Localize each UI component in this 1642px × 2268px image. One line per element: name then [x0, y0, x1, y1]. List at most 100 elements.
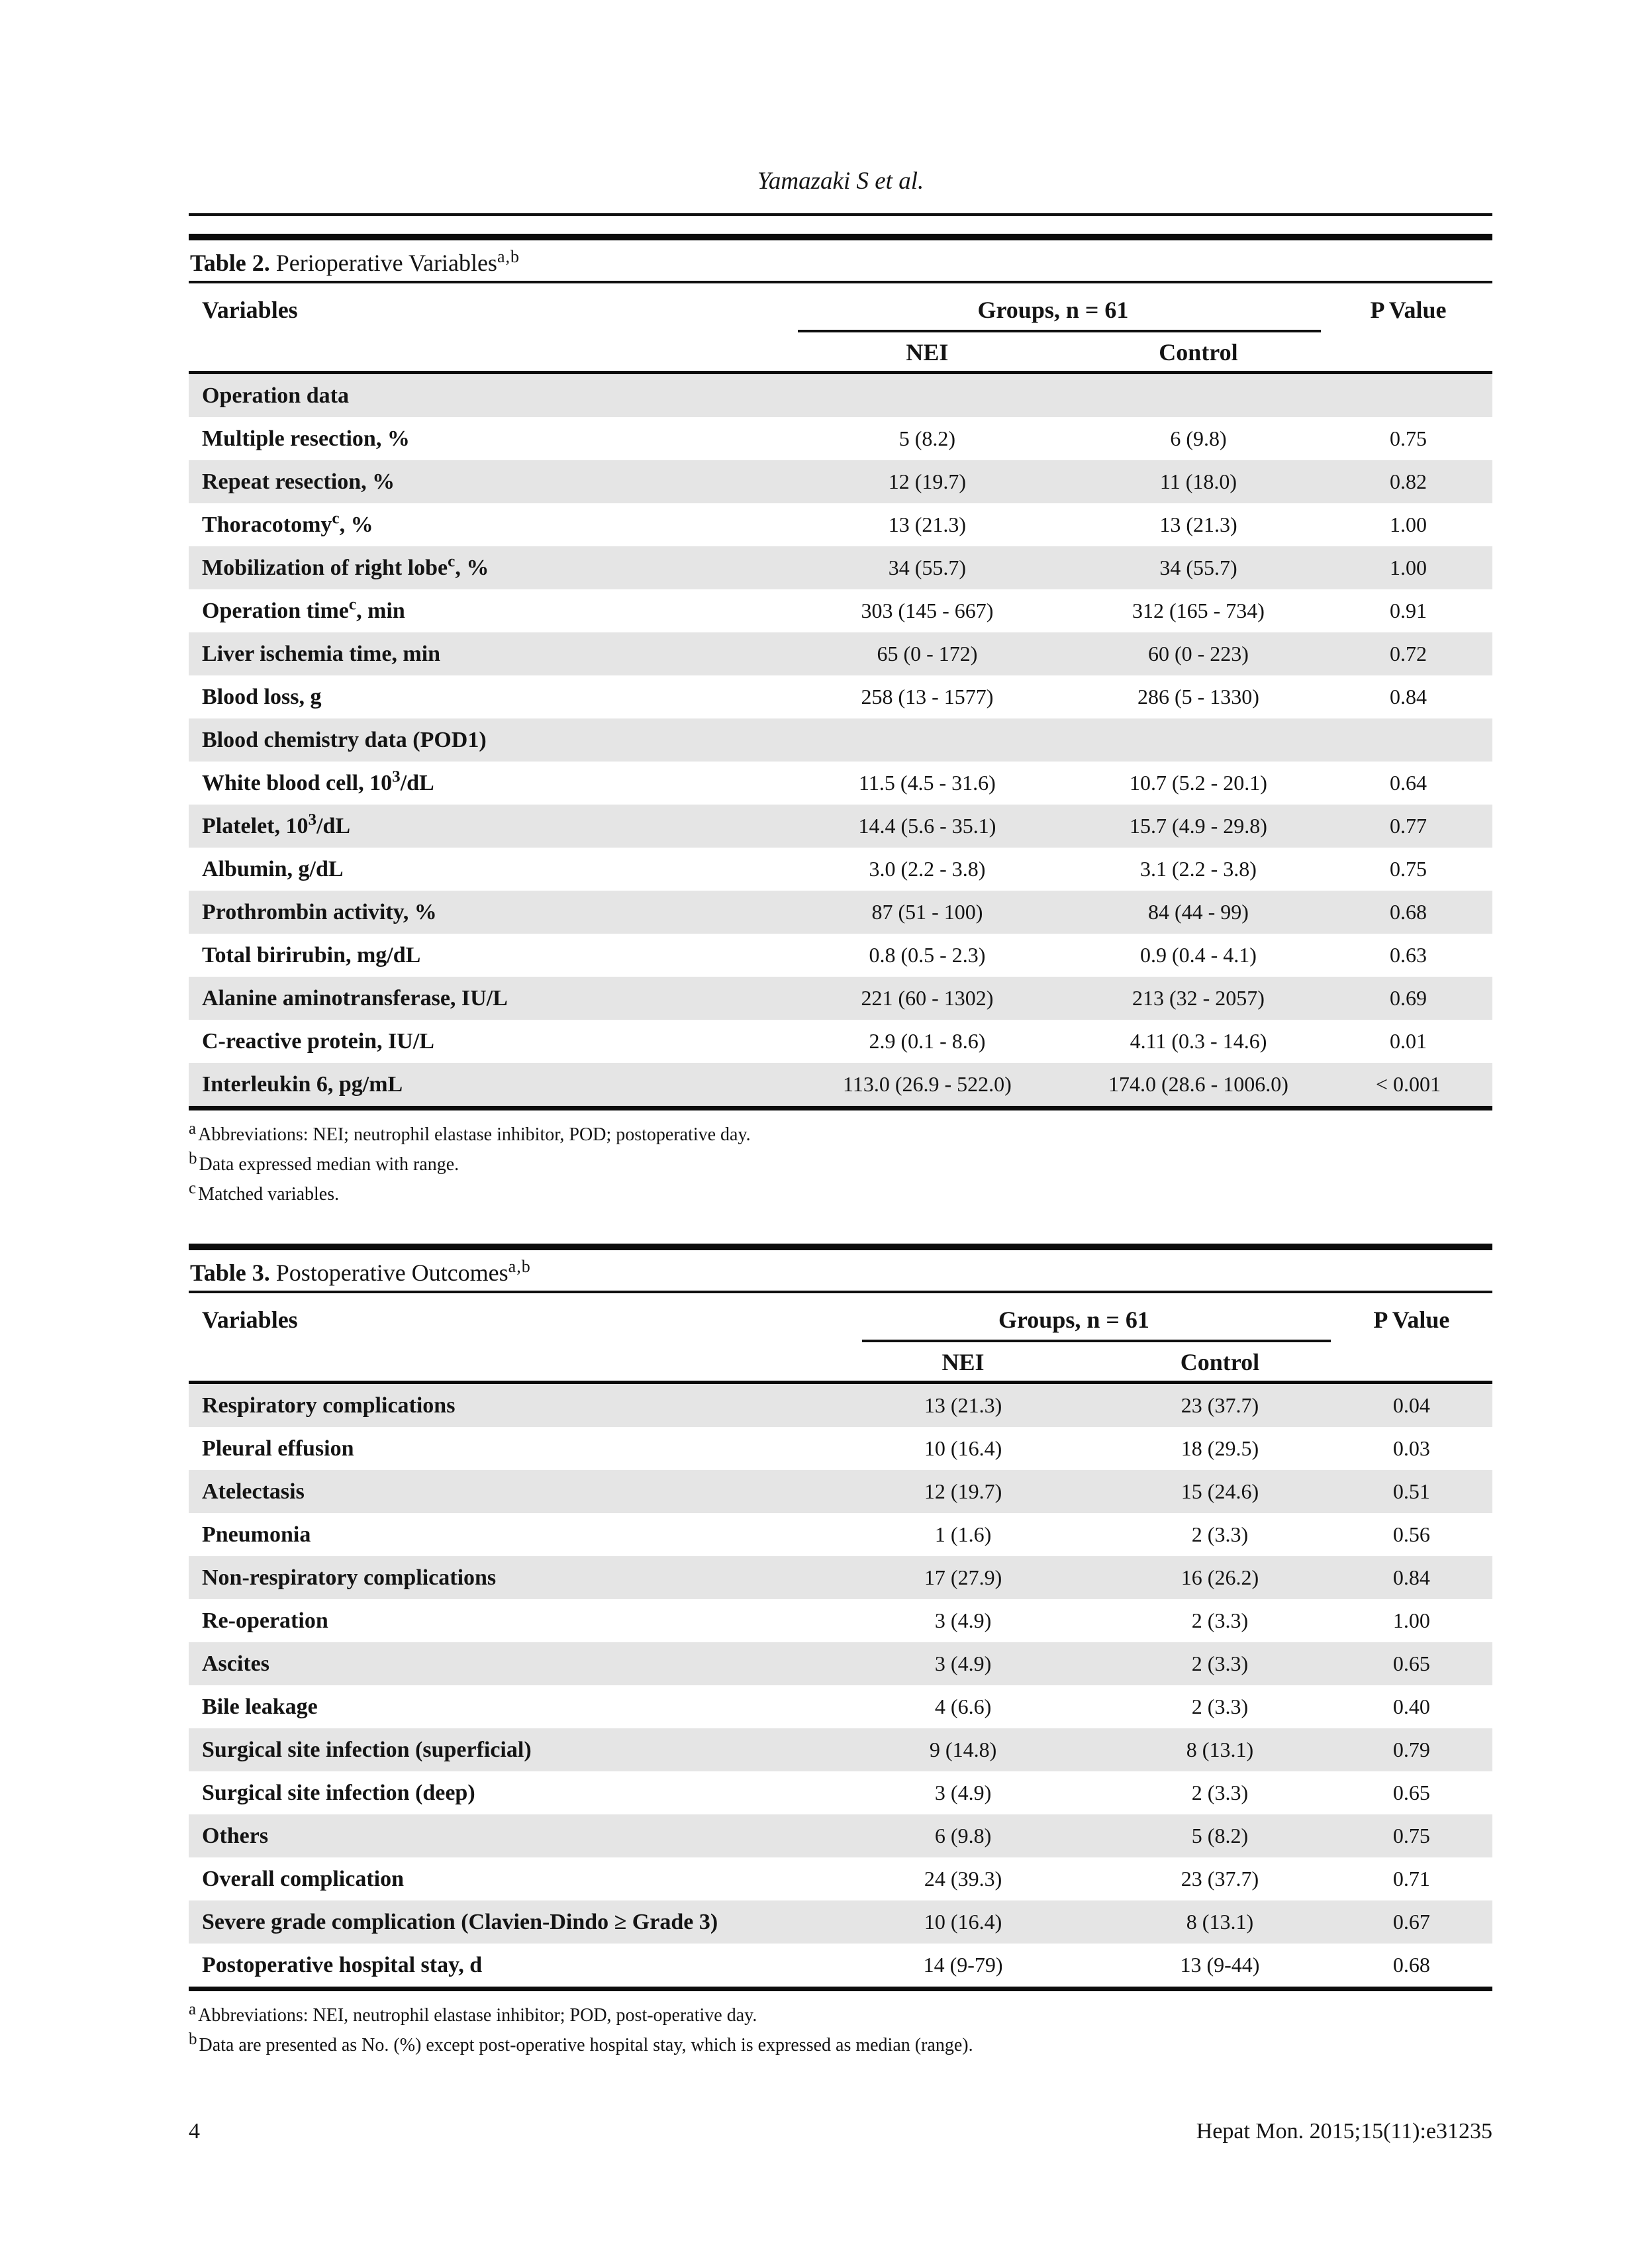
groups-underline	[862, 1340, 1331, 1342]
control-value: 23 (37.7)	[1181, 1867, 1259, 1891]
table-2-caption: Table 2. Perioperative Variablesa,b	[189, 240, 1492, 281]
nei-value: 34 (55.7)	[888, 556, 967, 579]
p-value: 1.00	[1389, 513, 1427, 536]
nei-value: 12 (19.7)	[924, 1479, 1002, 1503]
nei-value: 3 (4.9)	[934, 1608, 992, 1632]
nei-value: 0.8 (0.5 - 2.3)	[869, 943, 986, 967]
section-row: Blood chemistry data (POD1)	[189, 718, 1492, 762]
page-content: Yamazaki S et al. Table 2. Perioperative …	[189, 0, 1492, 2060]
caption-label: Table 3.	[190, 1259, 270, 1286]
control-value: 18 (29.5)	[1181, 1436, 1259, 1460]
variable-label: Bile leakage	[202, 1694, 318, 1719]
table-row: C-reactive protein, IU/L 2.9 (0.1 - 8.6) 4…	[189, 1020, 1492, 1063]
p-value: 0.01	[1389, 1029, 1427, 1053]
variable-label: White blood cell, 103/dL	[202, 767, 434, 795]
table-row: Mobilization of right lobec, % 34 (55.7) 3…	[189, 546, 1492, 589]
table-top-rule	[189, 234, 1492, 240]
variable-label: Blood chemistry data (POD1)	[202, 727, 487, 752]
p-value: 0.67	[1392, 1910, 1430, 1934]
table-row: Re-operation 3 (4.9) 2 (3.3) 1.00	[189, 1599, 1492, 1642]
control-value: 84 (44 - 99)	[1147, 900, 1249, 924]
table-row: Liver ischemia time, min 65 (0 - 172) 60 (…	[189, 632, 1492, 675]
table-row: Alanine aminotransferase, IU/L 221 (60 - …	[189, 977, 1492, 1020]
control-value: 2 (3.3)	[1191, 1652, 1249, 1675]
nei-value: 12 (19.7)	[888, 469, 967, 493]
variable-label: Platelet, 103/dL	[202, 811, 351, 838]
nei-value: 13 (21.3)	[924, 1393, 1002, 1417]
nei-value: 1 (1.6)	[934, 1522, 992, 1546]
table-row: Severe grade complication (Clavien-Dindo…	[189, 1900, 1492, 1944]
p-value: 0.03	[1392, 1436, 1430, 1460]
control-value: 8 (13.1)	[1186, 1910, 1254, 1934]
column-header-nei: NEI	[906, 339, 949, 366]
variable-label: Blood loss, g	[202, 684, 322, 709]
variable-label: Surgical site infection (superficial)	[202, 1737, 532, 1762]
table-row: Repeat resection, % 12 (19.7) 11 (18.0) 0.8…	[189, 460, 1492, 503]
table-row: Total birirubin, mg/dL 0.8 (0.5 - 2.3) 0.9…	[189, 934, 1492, 977]
table-row: Ascites 3 (4.9) 2 (3.3) 0.65	[189, 1642, 1492, 1685]
control-value: 3.1 (2.2 - 3.8)	[1139, 857, 1257, 881]
table-row: Overall complication 24 (39.3) 23 (37.7) 0.…	[189, 1857, 1492, 1900]
table-row: Bile leakage 4 (6.6) 2 (3.3) 0.40	[189, 1685, 1492, 1728]
column-header-groups: Groups, n = 61	[998, 1307, 1149, 1333]
footnote: b Data expressed median with range.	[189, 1149, 459, 1175]
caption-footnote-marks: a,b	[508, 1257, 531, 1276]
p-value: 0.71	[1392, 1867, 1430, 1891]
control-value: 312 (165 - 734)	[1132, 599, 1265, 622]
nei-value: 10 (16.4)	[924, 1436, 1002, 1460]
variable-label: Non-respiratory complications	[202, 1565, 497, 1590]
p-value: 0.64	[1389, 771, 1427, 795]
footnote: c Matched variables.	[189, 1179, 340, 1205]
nei-value: 65 (0 - 172)	[877, 642, 978, 666]
control-value: 8 (13.1)	[1186, 1738, 1254, 1761]
variable-label: Prothrombin activity, %	[202, 899, 437, 924]
control-value: 0.9 (0.4 - 4.1)	[1139, 943, 1257, 967]
table-3-body: Respiratory complications 13 (21.3) 23 (37…	[189, 1384, 1492, 1987]
caption-footnote-marks: a,b	[497, 247, 520, 266]
table-bottom-rule	[189, 1106, 1492, 1110]
variable-label: Overall complication	[202, 1866, 405, 1891]
table-2-header: Variables Groups, n = 61 P Value NEI Con…	[189, 283, 1492, 371]
variable-label: Thoracotomyc, %	[202, 509, 373, 537]
p-value: 0.69	[1389, 986, 1427, 1010]
table-row: Thoracotomyc, % 13 (21.3) 13 (21.3) 1.00	[189, 503, 1492, 546]
control-value: 10.7 (5.2 - 20.1)	[1129, 771, 1267, 795]
control-value: 6 (9.8)	[1170, 426, 1227, 450]
header-body-rule	[189, 371, 1492, 374]
column-header-control: Control	[1180, 1349, 1260, 1375]
control-value: 5 (8.2)	[1191, 1824, 1249, 1848]
p-value: 0.68	[1392, 1953, 1430, 1977]
variable-label: Operation timec, min	[202, 595, 405, 623]
caption-divider	[189, 281, 1492, 283]
variable-label: Multiple resection, %	[202, 426, 410, 451]
nei-value: 221 (60 - 1302)	[861, 986, 994, 1010]
nei-value: 5 (8.2)	[898, 426, 956, 450]
caption-label: Table 2.	[190, 250, 270, 276]
p-value: 0.82	[1389, 469, 1427, 493]
p-value: 0.40	[1392, 1695, 1430, 1718]
caption-divider	[189, 1291, 1492, 1293]
control-value: 11 (18.0)	[1159, 469, 1237, 493]
column-header-pvalue: P Value	[1370, 297, 1447, 323]
groups-underline	[797, 330, 1321, 332]
control-value: 213 (32 - 2057)	[1132, 986, 1265, 1010]
table-row: Albumin, g/dL 3.0 (2.2 - 3.8) 3.1 (2.2 - 3…	[189, 848, 1492, 891]
nei-value: 9 (14.8)	[929, 1738, 997, 1761]
control-value: 2 (3.3)	[1191, 1695, 1249, 1718]
variable-label: Operation data	[202, 383, 349, 408]
caption-title: Postoperative Outcomes	[275, 1259, 508, 1286]
running-head: Yamazaki S et al.	[757, 168, 924, 195]
table-bottom-rule	[189, 1987, 1492, 1991]
control-value: 2 (3.3)	[1191, 1608, 1249, 1632]
variable-label: Mobilization of right lobec, %	[202, 552, 489, 580]
variable-label: Liver ischemia time, min	[202, 641, 441, 666]
table-2-footnotes: a Abbreviations: NEI; neutrophil elastase…	[189, 1110, 1492, 1209]
table-row: Others 6 (9.8) 5 (8.2) 0.75	[189, 1814, 1492, 1857]
control-value: 15 (24.6)	[1181, 1479, 1259, 1503]
column-header-variables: Variables	[202, 297, 298, 323]
variable-label: Respiratory complications	[202, 1393, 456, 1418]
p-value: 0.04	[1392, 1393, 1430, 1417]
p-value: 0.65	[1392, 1652, 1430, 1675]
variable-label: Atelectasis	[202, 1479, 305, 1504]
table-row: Non-respiratory complications 17 (27.9) 16…	[189, 1556, 1492, 1599]
